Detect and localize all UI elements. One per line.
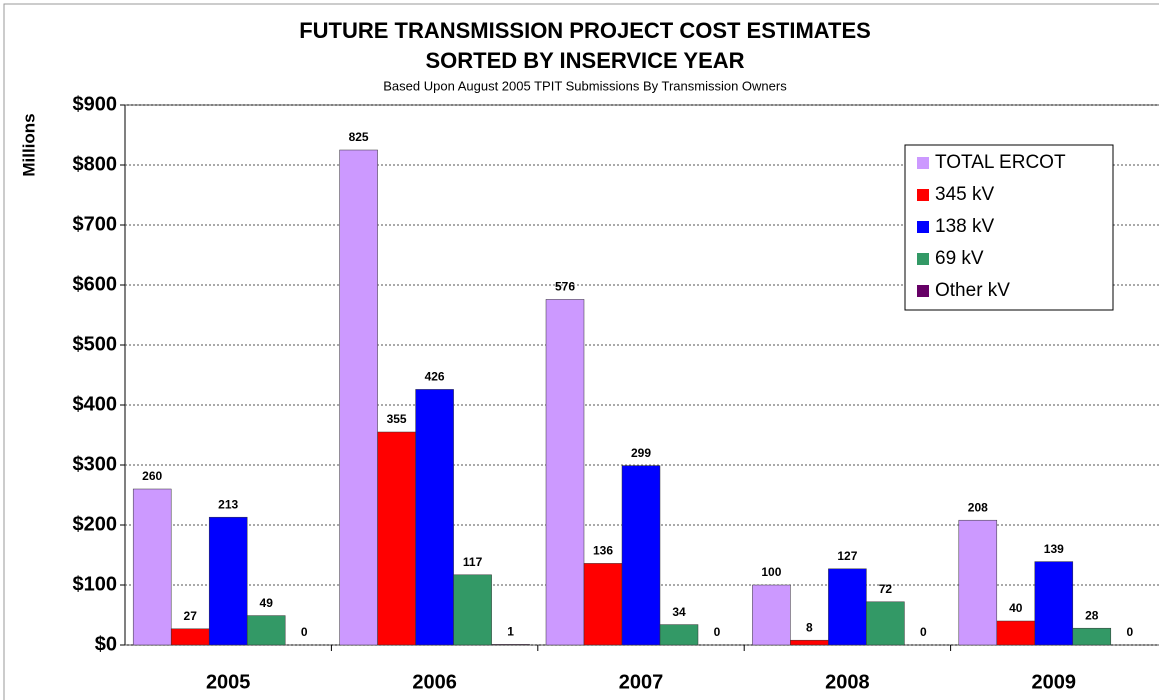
legend-swatch <box>917 189 929 201</box>
value-label: 27 <box>184 609 198 623</box>
y-axis-label: Millions <box>19 113 38 176</box>
legend-swatch <box>917 285 929 297</box>
value-label: 28 <box>1085 608 1099 622</box>
value-label: 426 <box>425 370 445 384</box>
legend-label: Other kV <box>935 280 1010 301</box>
value-label: 576 <box>555 280 575 294</box>
y-tick-label: $100 <box>73 573 118 595</box>
bar <box>339 149 378 646</box>
bar <box>583 563 623 646</box>
bar <box>866 601 905 646</box>
value-label: 0 <box>714 625 721 639</box>
bar <box>621 465 661 646</box>
value-label: 0 <box>301 625 308 639</box>
bar <box>790 639 829 646</box>
x-tick-label: 2007 <box>619 671 664 693</box>
bar <box>415 389 454 646</box>
legend-swatch <box>917 253 929 265</box>
value-label: 40 <box>1009 601 1023 615</box>
chart-subtitle: Based Upon August 2005 TPIT Submissions … <box>383 78 787 93</box>
value-label: 213 <box>218 497 238 511</box>
bar <box>752 584 791 646</box>
bar <box>491 644 530 646</box>
value-label: 100 <box>761 565 781 579</box>
legend-label: 345 kV <box>935 184 994 205</box>
value-label: 8 <box>806 620 813 634</box>
bar <box>453 574 492 646</box>
x-tick-label: 2009 <box>1032 671 1077 693</box>
chart-title: SORTED BY INSERVICE YEAR <box>425 48 744 73</box>
value-label: 136 <box>593 544 613 558</box>
y-tick-label: $900 <box>73 93 118 115</box>
bar <box>1034 561 1074 646</box>
value-label: 0 <box>920 625 927 639</box>
legend-label: 138 kV <box>935 216 994 237</box>
legend-label: TOTAL ERCOT <box>935 152 1066 173</box>
value-label: 139 <box>1044 542 1064 556</box>
bar <box>377 431 416 646</box>
value-label: 208 <box>968 500 988 514</box>
value-label: 0 <box>1126 625 1133 639</box>
value-label: 117 <box>463 555 483 569</box>
value-label: 127 <box>837 549 857 563</box>
y-tick-label: $800 <box>73 153 118 175</box>
y-tick-label: $0 <box>95 633 117 655</box>
y-tick-label: $300 <box>73 453 118 475</box>
legend-label: 69 kV <box>935 248 984 269</box>
y-tick-label: $400 <box>73 393 118 415</box>
y-tick-label: $700 <box>73 213 118 235</box>
legend-swatch <box>917 157 929 169</box>
value-label: 34 <box>672 605 686 619</box>
bar <box>246 615 286 646</box>
x-tick-label: 2005 <box>206 671 251 693</box>
y-tick-label: $200 <box>73 513 118 535</box>
y-tick-label: $500 <box>73 333 118 355</box>
bar <box>996 620 1036 646</box>
bar <box>545 299 585 646</box>
x-tick-label: 2008 <box>825 671 870 693</box>
y-tick-label: $600 <box>73 273 118 295</box>
value-label: 355 <box>387 412 407 426</box>
value-label: 260 <box>142 469 162 483</box>
bar <box>1072 627 1112 646</box>
value-label: 299 <box>631 446 651 460</box>
value-label: 825 <box>349 130 369 144</box>
bar <box>132 488 172 646</box>
bar <box>208 516 248 646</box>
value-label: 49 <box>260 596 274 610</box>
bar <box>170 628 210 646</box>
bar <box>659 624 699 646</box>
value-label: 72 <box>879 582 893 596</box>
bar <box>958 519 998 646</box>
bar <box>828 568 867 646</box>
legend-swatch <box>917 221 929 233</box>
legend-box <box>904 144 1114 311</box>
value-label: 1 <box>507 625 514 639</box>
chart-title: FUTURE TRANSMISSION PROJECT COST ESTIMAT… <box>299 18 871 43</box>
x-tick-label: 2006 <box>412 671 457 693</box>
